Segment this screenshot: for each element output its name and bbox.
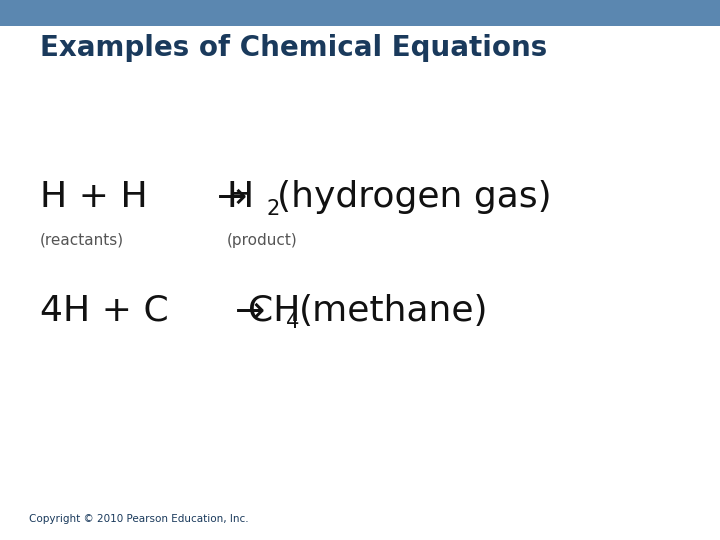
Text: (methane): (methane): [299, 294, 488, 327]
Text: 4: 4: [286, 312, 300, 333]
Text: $\rightarrow$: $\rightarrow$: [227, 294, 264, 327]
Bar: [0, 0, 720, 26]
Text: CH: CH: [248, 294, 301, 327]
Text: (hydrogen gas): (hydrogen gas): [277, 180, 552, 214]
Text: 4H + C: 4H + C: [40, 294, 168, 327]
Text: Examples of Chemical Equations: Examples of Chemical Equations: [40, 34, 547, 62]
Text: H + H: H + H: [40, 180, 147, 214]
Text: (product): (product): [227, 233, 297, 248]
Text: $\rightarrow$: $\rightarrow$: [209, 180, 246, 214]
Text: 2: 2: [266, 199, 280, 219]
Text: Copyright © 2010 Pearson Education, Inc.: Copyright © 2010 Pearson Education, Inc.: [29, 514, 248, 524]
Text: H: H: [227, 180, 254, 214]
Text: (reactants): (reactants): [40, 233, 124, 248]
